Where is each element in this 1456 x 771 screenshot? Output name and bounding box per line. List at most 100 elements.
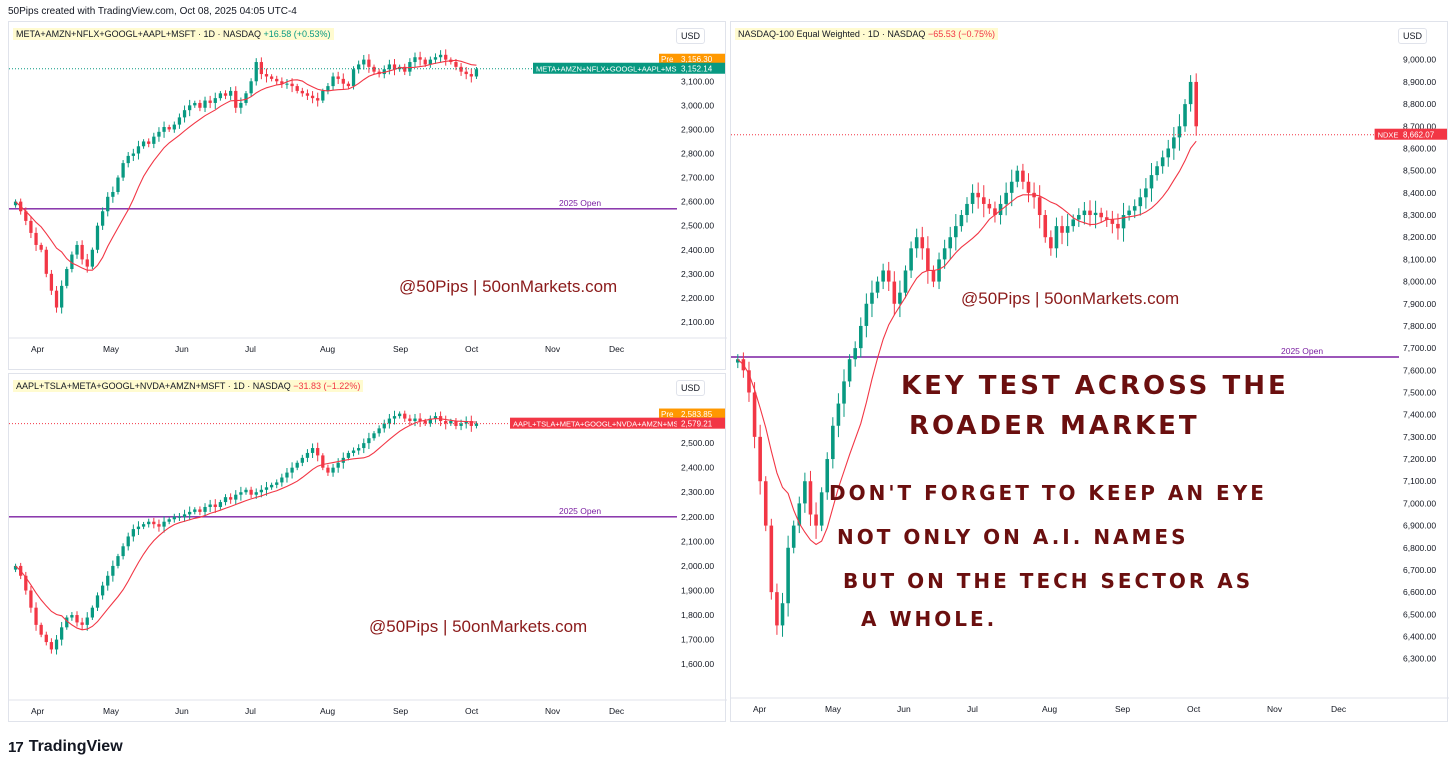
time-tick-label: Dec: [609, 706, 625, 716]
candle-body: [1071, 219, 1076, 227]
currency-label[interactable]: USD: [675, 380, 705, 396]
candle: [285, 468, 289, 483]
candle-body: [218, 93, 223, 99]
candle: [336, 458, 340, 473]
candle-body: [188, 105, 192, 111]
candle: [203, 96, 207, 113]
candle: [331, 72, 335, 91]
candle: [182, 509, 187, 522]
tradingview-branding[interactable]: 17 TradingView: [8, 738, 123, 756]
chart-panel-top-left[interactable]: META+AMZN+NFLX+GOOGL+AAPL+MSFT · 1D · NA…: [8, 21, 727, 370]
candle-body: [993, 208, 997, 216]
time-tick-label: Dec: [609, 344, 625, 354]
price-tick-label: 6,300.00: [1403, 654, 1436, 664]
candle: [152, 517, 156, 529]
candle-body: [228, 90, 233, 96]
candle-body: [970, 192, 975, 204]
price-tick-label: 2,900.00: [681, 124, 714, 134]
candle: [367, 432, 371, 450]
candle: [808, 470, 813, 526]
symbol-title: META+AMZN+NFLX+GOOGL+AAPL+MSFT · 1D · NA…: [16, 29, 261, 39]
candle: [136, 521, 141, 536]
candle: [831, 417, 835, 469]
pre-market-tag-text: Pre: [661, 55, 674, 64]
candle: [310, 443, 315, 458]
candle: [346, 450, 351, 461]
candle: [244, 91, 248, 106]
symbol-legend[interactable]: NASDAQ-100 Equal Weighted · 1D · NASDAQ …: [735, 28, 998, 40]
last-price-marker: AAPL+TSLA+META+GOOGL+NVDA+AMZN+MSFT2,579…: [510, 417, 725, 429]
time-tick-label: Dec: [1331, 704, 1347, 714]
candle-body: [747, 370, 751, 393]
open-level-label: 2025 Open: [1281, 346, 1323, 356]
candle-body: [136, 146, 141, 154]
candle-body: [193, 102, 197, 106]
candle-body: [24, 211, 28, 221]
candle-body: [464, 71, 468, 75]
symbol-legend[interactable]: META+AMZN+NFLX+GOOGL+AAPL+MSFT · 1D · NA…: [13, 28, 334, 40]
candle-body: [116, 556, 120, 566]
currency-label[interactable]: USD: [675, 28, 705, 44]
candle-body: [218, 502, 223, 507]
candle-body: [438, 54, 443, 58]
candle-body: [177, 117, 182, 125]
candle-body: [367, 59, 371, 67]
candle: [903, 265, 908, 299]
candle: [433, 412, 438, 423]
candle: [898, 280, 902, 318]
candle-body: [1009, 181, 1014, 193]
candle: [147, 138, 151, 148]
price-tick-label: 3,000.00: [681, 100, 714, 110]
candle-body: [39, 624, 43, 635]
candle: [280, 77, 284, 88]
candle-body: [881, 270, 885, 282]
price-tick-label: 2,300.00: [681, 487, 714, 497]
candle: [70, 251, 74, 273]
candle: [1009, 169, 1014, 207]
candle: [321, 88, 325, 104]
candle-body: [249, 489, 253, 495]
candle-body: [433, 57, 438, 60]
chart-panel-bottom-left[interactable]: AAPL+TSLA+META+GOOGL+NVDA+AMZN+MSFT · 1D…: [8, 373, 727, 722]
candle-body: [213, 98, 217, 103]
price-tick-label: 8,100.00: [1403, 254, 1436, 264]
candle-body: [141, 524, 146, 527]
chart-svg: 1,600.00 1,700.00 1,800.00 1,900.00 2,000.00…: [9, 408, 727, 716]
candles: [13, 410, 479, 655]
candle-body: [208, 100, 212, 103]
candle: [331, 463, 335, 477]
last-price-value: 8,662.07: [1403, 131, 1435, 140]
candle-body: [825, 459, 830, 493]
candle: [188, 506, 192, 521]
candle: [95, 222, 100, 254]
candle-body: [244, 93, 248, 103]
candle-body: [408, 62, 412, 72]
candle-body: [942, 248, 947, 260]
last-price-box: [677, 62, 725, 74]
candle: [213, 499, 217, 513]
candle: [836, 393, 841, 438]
candle-body: [853, 348, 857, 360]
candle-body: [1116, 223, 1120, 229]
candle-body: [331, 467, 335, 473]
candle-body: [864, 303, 869, 326]
candle-body: [316, 448, 320, 456]
candle-body: [65, 617, 69, 628]
candle: [254, 58, 258, 86]
candle-body: [1082, 210, 1087, 216]
candle: [853, 341, 857, 367]
symbol-legend[interactable]: AAPL+TSLA+META+GOOGL+NVDA+AMZN+MSFT · 1D…: [13, 380, 364, 392]
candle-body: [85, 617, 89, 625]
candle: [341, 73, 345, 90]
watermark-text: @50Pips | 50onMarkets.com: [399, 277, 617, 296]
chart-panel-right[interactable]: NASDAQ-100 Equal Weighted · 1D · NASDAQ …: [730, 21, 1449, 722]
candle-body: [310, 448, 315, 453]
candle: [1060, 215, 1064, 245]
candle: [842, 369, 846, 417]
note-body-line: DON'T FORGET TO KEEP AN EYE: [829, 481, 1267, 505]
candle-body: [1155, 166, 1159, 176]
candle-body: [29, 590, 33, 608]
currency-label[interactable]: USD: [1397, 28, 1427, 44]
candle-body: [54, 290, 59, 308]
candle-body: [464, 421, 468, 424]
